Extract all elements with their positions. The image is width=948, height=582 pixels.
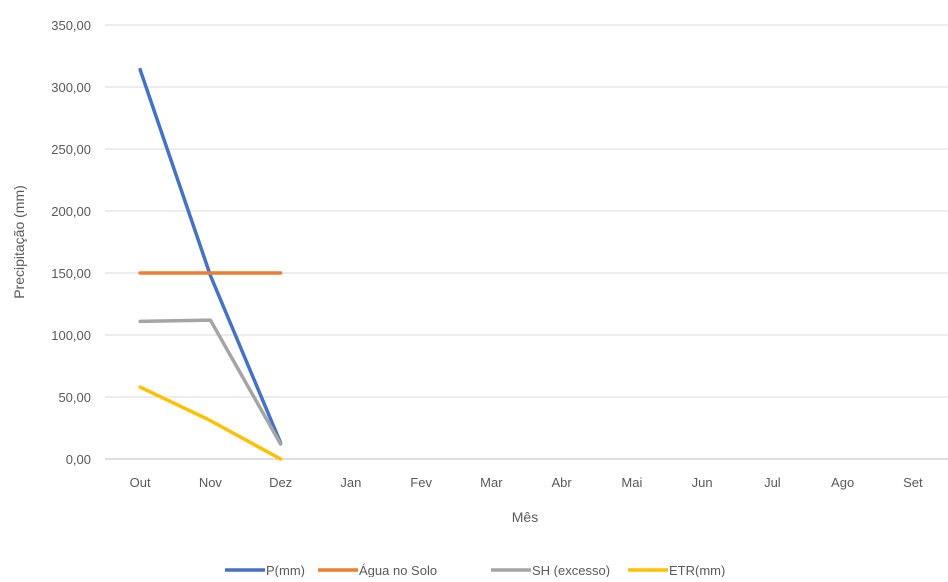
x-tick-label: Jan <box>340 475 361 490</box>
x-tick-label: Jul <box>764 475 781 490</box>
legend-label: SH (excesso) <box>532 563 610 577</box>
x-tick-label: Nov <box>199 475 223 490</box>
y-tick-label: 350,00 <box>51 18 91 33</box>
x-tick-label: Ago <box>831 475 854 490</box>
x-tick-label: Fev <box>410 475 432 490</box>
y-axis-ticks: 0,00 50,00 100,00 150,00 200,00 250,00 300,00 3… <box>51 18 91 467</box>
gridlines <box>105 24 948 460</box>
y-tick-label: 250,00 <box>51 142 91 157</box>
legend-label: Água no Solo <box>359 563 437 577</box>
x-axis-title: Mês <box>512 509 538 525</box>
series-line-sh-excesso <box>138 318 283 446</box>
x-tick-label: Jun <box>692 475 713 490</box>
x-tick-label: Abr <box>552 475 573 490</box>
y-tick-label: 0,00 <box>66 452 91 467</box>
x-axis-ticks: Out Nov Dez Jan Fev Mar Abr Mai Jun Jul Ago Set <box>130 475 923 490</box>
x-tick-label: Dez <box>269 475 292 490</box>
y-tick-label: 150,00 <box>51 266 91 281</box>
y-tick-label: 200,00 <box>51 204 91 219</box>
y-tick-label: 100,00 <box>51 328 91 343</box>
legend: P(mm) Água no Solo SH (excesso) ETR(mm) <box>225 563 725 578</box>
x-tick-label: Set <box>903 475 923 490</box>
legend-label: ETR(mm) <box>669 563 725 577</box>
y-tick-label: 50,00 <box>58 390 91 405</box>
legend-label: P(mm) <box>266 563 305 577</box>
x-tick-label: Out <box>130 475 151 490</box>
series-lines <box>138 67 283 461</box>
y-axis-title: Precipitação (mm) <box>11 185 27 299</box>
y-tick-label: 300,00 <box>51 80 91 95</box>
x-tick-label: Mar <box>480 475 503 490</box>
series-line-etr-mm <box>138 385 283 461</box>
x-tick-label: Mai <box>621 475 642 490</box>
series-line-p-mm <box>138 67 283 445</box>
